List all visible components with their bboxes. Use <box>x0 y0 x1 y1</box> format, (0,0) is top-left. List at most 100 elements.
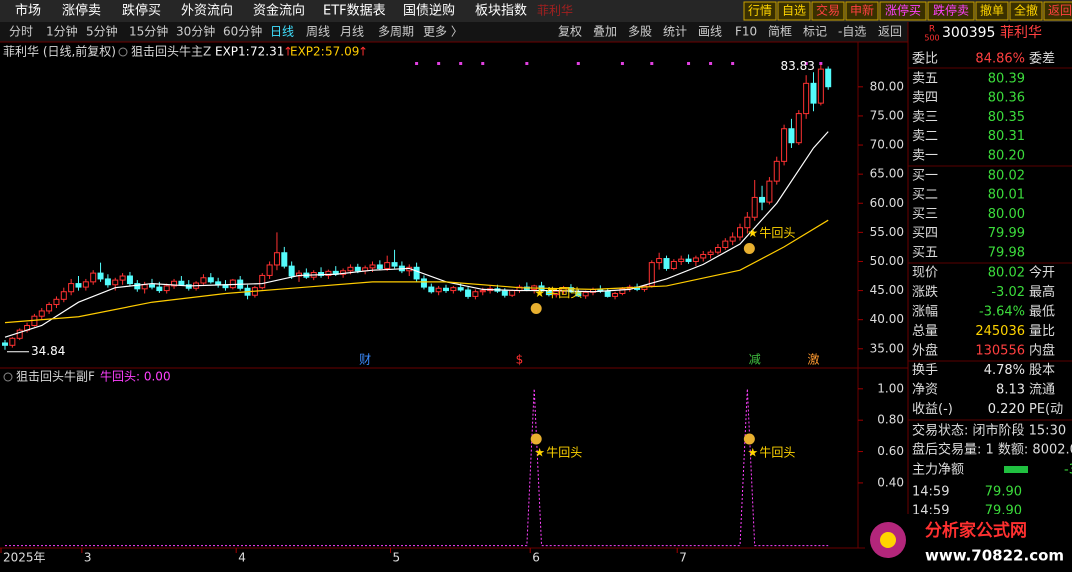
menu-item[interactable]: 国债逆购 <box>403 3 455 19</box>
tool-button[interactable]: -自选 <box>838 25 866 39</box>
y-tick-label: 70.00 <box>870 138 904 152</box>
candle-body <box>149 284 155 288</box>
period-tab[interactable]: 更多 〉 <box>423 25 463 39</box>
menu-button[interactable] <box>879 1 927 21</box>
signal-dot <box>459 62 463 65</box>
menu-item[interactable]: ETF数据表 <box>323 4 386 19</box>
quote-value: 245036 <box>975 324 1025 339</box>
menu-button-label[interactable]: 自选 <box>782 4 806 18</box>
quote-right: 今开 <box>1029 265 1055 281</box>
candle-body <box>207 277 214 283</box>
menu-button[interactable] <box>743 1 777 21</box>
indicator-name: 狙击回头牛主Z <box>131 44 211 59</box>
x-tick-label: 7 <box>679 551 687 565</box>
candle-body <box>737 227 743 238</box>
menu-button[interactable] <box>975 1 1009 21</box>
menu-button-label[interactable]: 交易 <box>816 3 840 18</box>
tool-button[interactable]: 简框 <box>768 25 792 39</box>
quote-right: 量比 <box>1029 324 1055 339</box>
tool-button[interactable]: 统计 <box>663 25 687 39</box>
event-marker: 激 <box>807 353 819 367</box>
menu-button[interactable] <box>1043 1 1072 21</box>
menu-button-label[interactable]: 跌停卖 <box>933 3 969 18</box>
y-tick-label: 75.00 <box>870 108 904 122</box>
ma-line <box>4 219 829 324</box>
menu-button[interactable] <box>845 1 879 21</box>
menu-button-label[interactable]: 撤单 <box>980 3 1004 18</box>
candle-body <box>788 128 795 144</box>
trade-status: 交易状态: 闭市阶段 15:30 <box>912 423 1066 439</box>
candle-body <box>134 283 141 290</box>
signal-dot <box>731 62 735 65</box>
period-tab[interactable]: 周线 <box>306 25 330 39</box>
menu-button-label[interactable]: 行情 <box>748 4 772 18</box>
period-tab[interactable]: 15分钟 <box>129 24 168 39</box>
menu-item[interactable]: 跌停买 <box>122 3 161 19</box>
menu-item[interactable]: 资金流向 <box>253 3 305 19</box>
sub-legend: 牛回头: 0.00 <box>100 369 171 384</box>
menu-button-label[interactable]: 涨停买 <box>885 3 921 18</box>
menu-item[interactable]: 涨停卖 <box>62 3 101 19</box>
candle-body <box>347 266 354 272</box>
quote-value: 80.36 <box>988 91 1025 106</box>
signal-star: ★ <box>534 446 545 460</box>
y-tick-label: 0.80 <box>877 413 904 427</box>
period-tab[interactable]: 30分钟 <box>176 24 215 39</box>
period-tab[interactable]: 60分钟 <box>223 24 262 39</box>
period-tab[interactable]: 分时 <box>9 25 33 39</box>
quote-right: PE(动 <box>1029 402 1063 417</box>
candle-body <box>700 253 707 259</box>
menu-item[interactable]: 市场 <box>15 3 41 19</box>
candle-body <box>567 287 574 293</box>
quote-value: 80.31 <box>988 129 1025 144</box>
menu-button[interactable] <box>811 1 845 21</box>
quote-value: 80.02 <box>988 169 1025 184</box>
legend-name: EXP2: <box>290 45 325 59</box>
menu-button-label[interactable]: 返回 <box>1048 4 1072 18</box>
low-label: 34.84 <box>31 344 65 358</box>
menu-button-label[interactable]: 全撤 <box>1014 3 1038 18</box>
candle-body <box>810 82 817 104</box>
candle-body <box>759 196 766 203</box>
period-tab[interactable]: 5分钟 <box>86 24 118 39</box>
tool-button[interactable]: 画线 <box>698 25 722 39</box>
money-bag <box>530 302 542 314</box>
candle-body <box>376 264 383 269</box>
menu-item[interactable]: 外资流向 <box>181 3 233 19</box>
period-tab[interactable]: 月线 <box>340 25 364 39</box>
tool-button[interactable]: 叠加 <box>593 25 617 39</box>
sub-title: 狙击回头牛副F <box>16 369 95 384</box>
menu-button[interactable] <box>927 1 975 21</box>
candle-body <box>141 284 148 290</box>
x-tick-label: 4 <box>238 551 246 565</box>
tool-button[interactable]: 复权 <box>558 25 582 39</box>
watermark-url: www.70822.com <box>925 547 1064 565</box>
menu-button[interactable] <box>777 1 811 21</box>
candle-body <box>795 113 802 144</box>
menu-button-label[interactable]: 申新 <box>850 3 874 18</box>
candle-body <box>200 277 207 284</box>
high-label: 83.83 <box>780 59 814 73</box>
quote-value: 80.02 <box>988 266 1025 281</box>
ma-line <box>4 131 829 338</box>
period-tab[interactable]: 1分钟 <box>46 24 78 39</box>
menu-item[interactable]: 板块指数 <box>475 4 527 19</box>
period-tab[interactable]: 多周期 <box>378 25 414 39</box>
tool-button[interactable]: 返回 <box>878 25 902 39</box>
tool-button[interactable]: F10 <box>735 25 757 39</box>
quote-value: 80.35 <box>988 110 1025 125</box>
tick-price: 79.90 <box>985 504 1022 519</box>
menu-button[interactable] <box>1009 1 1043 21</box>
menu-ghost: 菲利华 <box>537 4 573 18</box>
event-marker: 财 <box>359 353 371 367</box>
tool-button[interactable]: 标记 <box>803 25 827 39</box>
candle-body <box>656 258 663 264</box>
candle-body <box>766 180 773 203</box>
icon <box>118 47 128 57</box>
period-tab[interactable]: 日线 <box>270 25 294 39</box>
logo <box>880 532 896 548</box>
tick-time: 14:59 <box>912 485 949 500</box>
candle-body <box>604 290 611 297</box>
tool-button[interactable]: 多股 <box>628 25 652 39</box>
candle-body <box>340 270 347 275</box>
